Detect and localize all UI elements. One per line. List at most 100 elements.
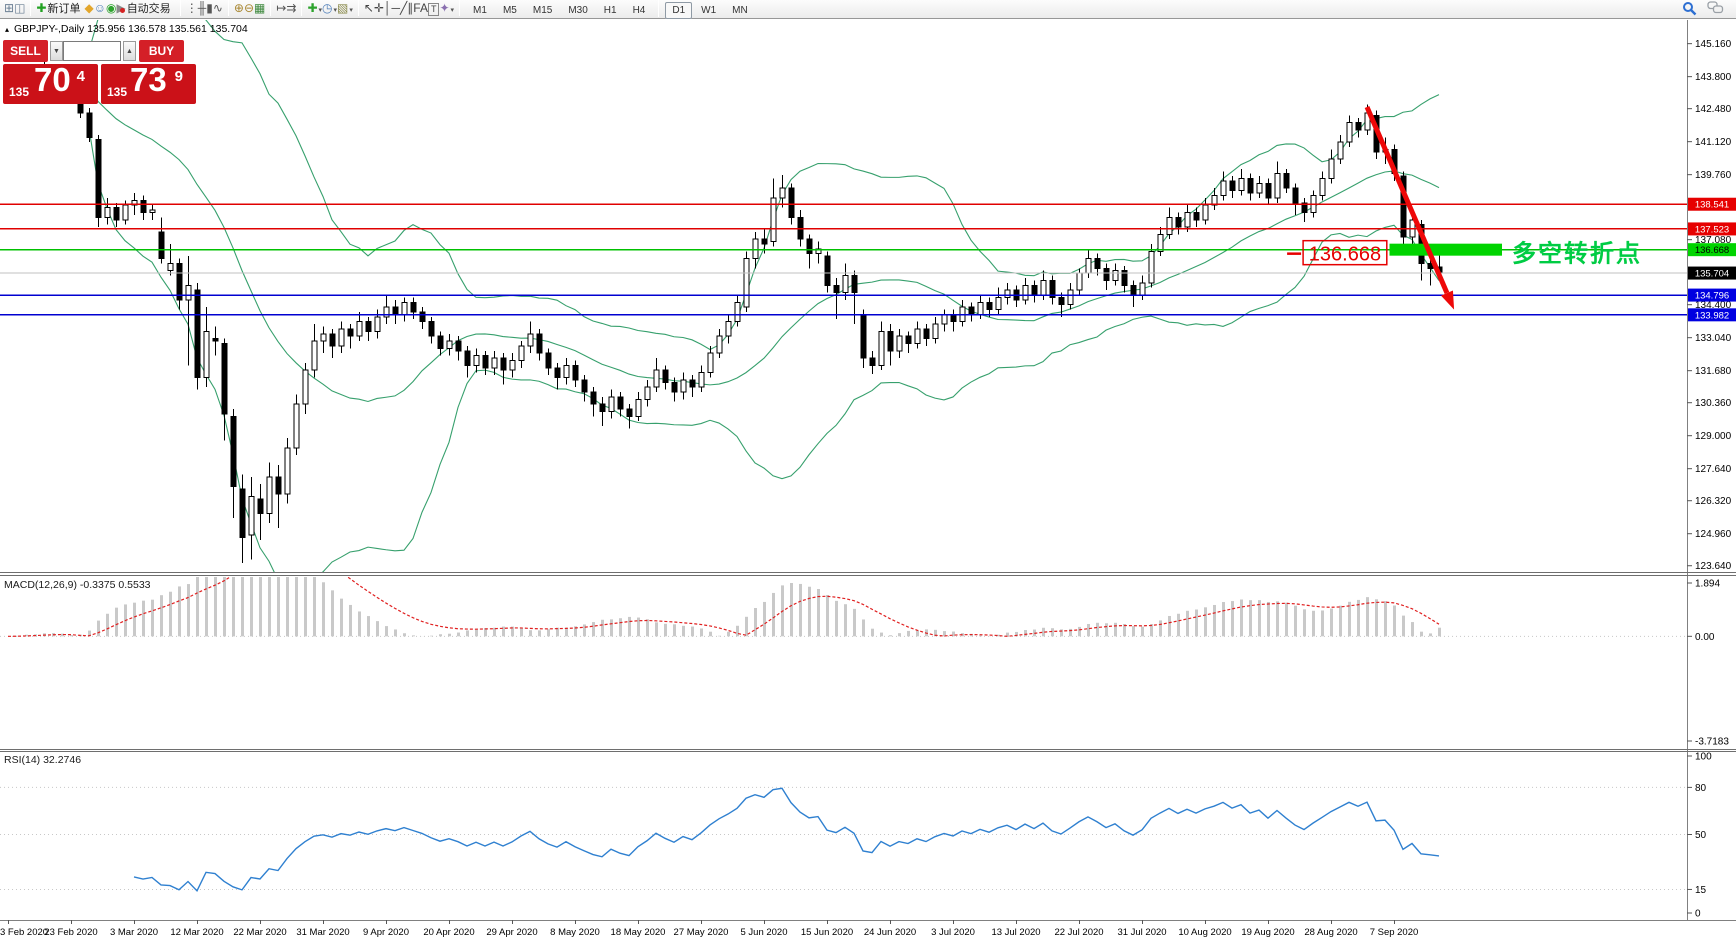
- candles-chart-icon[interactable]: ▮: [206, 1, 213, 15]
- svg-text:80: 80: [1695, 783, 1707, 794]
- toolbar-separator: [459, 0, 461, 16]
- tile-windows-icon[interactable]: ▦: [254, 1, 266, 15]
- buy-price-box[interactable]: 135 73 9: [101, 61, 196, 104]
- timeframe-d1-button[interactable]: D1: [665, 2, 693, 19]
- svg-text:134.400: 134.400: [1695, 300, 1732, 311]
- metaeditor-icon[interactable]: ◆: [84, 1, 94, 15]
- new-chart-icon[interactable]: ⊞: [4, 1, 15, 15]
- svg-text:3 Jul 2020: 3 Jul 2020: [931, 927, 975, 938]
- line-chart-icon[interactable]: ∿: [212, 1, 223, 15]
- buy-price-prefix: 135: [107, 85, 128, 99]
- lot-size-input[interactable]: [63, 41, 121, 61]
- svg-text:31 Mar 2020: 31 Mar 2020: [296, 927, 349, 938]
- svg-text:143.800: 143.800: [1695, 72, 1732, 83]
- annotation-layer[interactable]: 136.668 多空转折点: [1287, 105, 1642, 310]
- svg-text:142.480: 142.480: [1695, 104, 1732, 115]
- svg-text:130.360: 130.360: [1695, 398, 1732, 409]
- trendline-icon[interactable]: ╱: [400, 1, 408, 15]
- autotrading-button[interactable]: ▶: [116, 1, 125, 15]
- buy-price-pip: 9: [174, 68, 183, 85]
- toolbar-separator: [658, 0, 660, 17]
- chart-shift-icon[interactable]: ⇉: [286, 1, 297, 15]
- toolbar-separator: [301, 0, 303, 16]
- timeframe-m5-button[interactable]: M5: [502, 5, 517, 16]
- cursor-icon[interactable]: ↖: [363, 1, 374, 15]
- svg-text:3 Mar 2020: 3 Mar 2020: [110, 927, 158, 938]
- market-icon[interactable]: ☺: [93, 1, 106, 15]
- rsi-indicator-label: RSI(14) 32.2746: [4, 754, 82, 766]
- tick-chart-icon[interactable]: ⋮: [185, 1, 198, 15]
- toolbar-separator: [270, 0, 272, 16]
- zoom-out-icon[interactable]: ⊖: [243, 1, 254, 15]
- svg-text:0: 0: [1695, 909, 1701, 920]
- zoom-in-icon[interactable]: ⊕: [233, 1, 244, 15]
- svg-text:138.541: 138.541: [1695, 200, 1729, 211]
- sell-price-main: 70: [34, 61, 71, 98]
- hline-icon[interactable]: ─: [391, 1, 401, 15]
- timeframe-m30-button[interactable]: M30: [568, 5, 588, 16]
- timeframe-w1-button[interactable]: W1: [701, 5, 717, 16]
- channel-icon[interactable]: ∥: [407, 1, 414, 15]
- crosshair-icon[interactable]: ✛: [373, 1, 385, 15]
- new-order-button-label[interactable]: 新订单: [47, 3, 81, 15]
- lot-increase-button[interactable]: ▲: [123, 41, 136, 61]
- toolbar-separator: [30, 0, 32, 16]
- svg-text:129.000: 129.000: [1695, 431, 1732, 442]
- new-order-button[interactable]: ✚: [36, 1, 47, 15]
- timeframe-h4-button[interactable]: H4: [632, 5, 646, 16]
- timeframe-mn-button[interactable]: MN: [732, 5, 748, 16]
- svg-text:136.668: 136.668: [1695, 245, 1729, 256]
- svg-text:5 Jun 2020: 5 Jun 2020: [740, 927, 787, 938]
- auto-scroll-icon[interactable]: ↦: [276, 1, 287, 15]
- sell-button[interactable]: SELL: [3, 40, 48, 62]
- svg-text:28 Aug 2020: 28 Aug 2020: [1304, 927, 1357, 938]
- indicators-button[interactable]: ✚▾: [307, 1, 323, 15]
- price-callout-box: [1302, 239, 1388, 266]
- highlight-bar: [1389, 243, 1502, 256]
- sell-price-box[interactable]: 135 70 4: [3, 61, 98, 104]
- fibo-icon[interactable]: F: [413, 1, 420, 15]
- profiles-icon[interactable]: ◫: [14, 1, 26, 15]
- search-icon[interactable]: [1681, 1, 1698, 17]
- y-axis: 145.160 143.800 142.480 141.120 139.760 137.0…: [1687, 39, 1732, 572]
- timeframe-m1-button[interactable]: M1: [473, 5, 487, 16]
- svg-text:126.320: 126.320: [1695, 496, 1732, 507]
- text-icon[interactable]: A: [419, 1, 428, 15]
- svg-text:-3.7183: -3.7183: [1695, 737, 1729, 748]
- signals-icon[interactable]: ◉: [105, 1, 117, 15]
- lot-decrease-button[interactable]: ▼: [50, 41, 63, 61]
- svg-text:15: 15: [1695, 885, 1707, 896]
- arrows-icon[interactable]: ✦▾: [439, 1, 455, 15]
- svg-text:124.960: 124.960: [1695, 529, 1732, 540]
- autotrading-button-label[interactable]: 自动交易: [126, 3, 171, 15]
- buy-price-main: 73: [130, 61, 167, 98]
- buy-button[interactable]: BUY: [139, 40, 184, 62]
- trend-arrow: [1364, 105, 1450, 295]
- vline-icon[interactable]: │: [384, 1, 392, 15]
- rsi-layer: [0, 786, 1687, 893]
- svg-text:0.00: 0.00: [1695, 632, 1715, 643]
- collapse-quote-panel-icon[interactable]: ▴: [5, 25, 10, 34]
- timeframe-h1-button[interactable]: H1: [603, 5, 617, 16]
- timeframe-m15-button[interactable]: M15: [532, 5, 553, 16]
- svg-text:18 May 2020: 18 May 2020: [611, 927, 666, 938]
- svg-text:10 Aug 2020: 10 Aug 2020: [1178, 927, 1231, 938]
- bars-chart-icon[interactable]: ╫: [197, 1, 207, 15]
- svg-text:8 May 2020: 8 May 2020: [550, 927, 600, 938]
- svg-text:22 Mar 2020: 22 Mar 2020: [233, 927, 286, 938]
- svg-text:13 Jul 2020: 13 Jul 2020: [991, 927, 1040, 938]
- price-badges: 138.541 137.523 136.668 135.704 134.796 133.9…: [1688, 197, 1736, 322]
- chat-icon[interactable]: [1707, 1, 1724, 17]
- periods-button[interactable]: ◷▾: [322, 1, 338, 15]
- svg-text:137.523: 137.523: [1695, 224, 1729, 235]
- svg-text:137.080: 137.080: [1695, 235, 1732, 246]
- svg-text:29 Apr 2020: 29 Apr 2020: [486, 927, 537, 938]
- svg-text:27 May 2020: 27 May 2020: [674, 927, 729, 938]
- chevron-down-icon: ▾: [318, 7, 323, 14]
- one-click-trading-panel: SELL ▼ ▲ BUY 135 70 4 135 73 9: [3, 40, 196, 104]
- svg-text:15 Jun 2020: 15 Jun 2020: [801, 927, 853, 938]
- label-icon[interactable]: T: [427, 1, 440, 16]
- templates-button[interactable]: ▧▾: [337, 1, 353, 15]
- svg-text:127.640: 127.640: [1695, 464, 1732, 475]
